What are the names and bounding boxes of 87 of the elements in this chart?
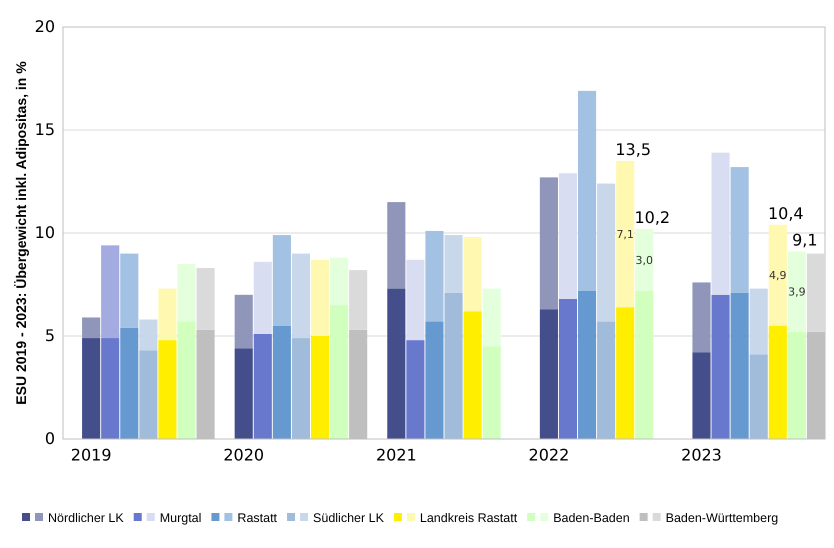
bar [196, 268, 215, 330]
bar [254, 262, 272, 334]
y-tick-label: 10 [34, 223, 55, 242]
bar [444, 235, 463, 293]
bar [177, 264, 196, 322]
bar [730, 167, 749, 293]
bar [712, 294, 730, 439]
bar [464, 311, 482, 439]
bar [406, 340, 424, 439]
total-label: 10,4 [768, 204, 804, 223]
bar [120, 328, 138, 439]
legend-label: Südlicher LK [313, 511, 385, 525]
bar [101, 245, 120, 338]
data-label: 3,0 [636, 254, 654, 267]
bar [616, 307, 634, 439]
bar [597, 322, 616, 439]
bar [234, 348, 253, 439]
total-label: 10,2 [634, 208, 670, 227]
bar [425, 322, 444, 439]
bar [806, 254, 825, 332]
bar [464, 237, 482, 312]
y-tick-label: 5 [44, 326, 55, 346]
x-tick-label: 2019 [70, 445, 112, 464]
bar [712, 152, 730, 295]
bar [540, 177, 558, 310]
bar [330, 305, 348, 439]
x-tick-label: 2022 [528, 445, 570, 464]
x-tick-label: 2020 [223, 445, 264, 464]
total-label: 13,5 [615, 140, 652, 159]
bar [730, 292, 749, 439]
bar [616, 160, 634, 308]
bar [635, 290, 654, 439]
x-tick-label: 2023 [681, 445, 722, 464]
bar [540, 309, 558, 439]
bar [310, 260, 330, 336]
bar [558, 298, 578, 439]
bar [692, 282, 711, 352]
bar [578, 90, 596, 291]
y-tick-label: 0 [44, 429, 55, 448]
x-tick-label: 2021 [376, 445, 417, 464]
bar [272, 326, 291, 439]
bar [82, 317, 100, 338]
bar [406, 260, 424, 340]
bar [750, 354, 768, 439]
bar [101, 338, 120, 439]
legend-label: Baden-Baden [553, 511, 630, 525]
bar [788, 252, 806, 332]
bar [158, 288, 176, 340]
bar [558, 173, 578, 299]
data-label: 3,9 [788, 286, 806, 299]
bar [330, 258, 348, 306]
bar [139, 350, 158, 439]
legend-label: Nördlicher LK [48, 511, 124, 525]
total-label: 9,1 [792, 230, 818, 250]
y-tick-label: 15 [34, 120, 55, 140]
bar [768, 326, 787, 439]
bar [768, 224, 787, 326]
y-tick-label: 20 [34, 17, 55, 36]
bar [254, 334, 272, 439]
legend-label: Murgtal [160, 511, 202, 525]
legend-label: Rastatt [237, 511, 278, 525]
bar [234, 294, 253, 348]
bar [310, 336, 330, 439]
data-label: 7,1 [616, 228, 634, 242]
bar [692, 352, 711, 439]
bar [597, 184, 616, 322]
legend-label: Baden-Württemberg [666, 511, 778, 525]
data-label: 4,9 [769, 269, 787, 282]
bar [82, 338, 100, 439]
bar [750, 288, 768, 355]
bar [272, 235, 291, 326]
bar [177, 322, 196, 439]
bar [578, 290, 596, 439]
bar [292, 254, 310, 338]
bar [158, 340, 176, 439]
bar [635, 228, 654, 291]
legend-label: Landkreis Rastatt [420, 511, 518, 525]
bar [139, 320, 158, 350]
bar [387, 202, 406, 289]
bar [387, 288, 406, 439]
bar [482, 346, 501, 439]
bar [349, 270, 368, 330]
bar [120, 254, 138, 328]
y-axis-title: ESU 2019 - 2023: Übergewicht inkl. Adipositas, in % [13, 60, 29, 405]
bar [482, 288, 501, 346]
bar [292, 338, 310, 439]
bar [788, 332, 806, 439]
